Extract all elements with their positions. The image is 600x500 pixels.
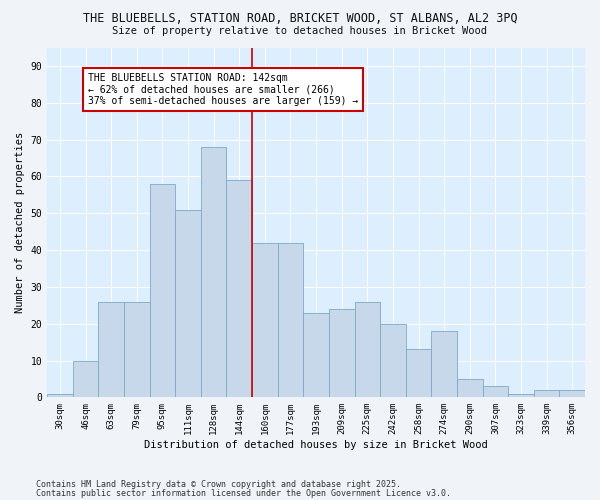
Bar — [252, 242, 278, 398]
Bar — [508, 394, 534, 398]
X-axis label: Distribution of detached houses by size in Bricket Wood: Distribution of detached houses by size … — [144, 440, 488, 450]
Bar — [201, 147, 226, 398]
Bar — [278, 242, 303, 398]
Bar — [175, 210, 201, 398]
Text: Contains HM Land Registry data © Crown copyright and database right 2025.: Contains HM Land Registry data © Crown c… — [36, 480, 401, 489]
Bar — [124, 302, 149, 398]
Bar — [380, 324, 406, 398]
Bar — [47, 394, 73, 398]
Bar — [431, 331, 457, 398]
Bar — [559, 390, 585, 398]
Bar — [534, 390, 559, 398]
Bar — [73, 360, 98, 398]
Bar — [482, 386, 508, 398]
Text: THE BLUEBELLS STATION ROAD: 142sqm
← 62% of detached houses are smaller (266)
37: THE BLUEBELLS STATION ROAD: 142sqm ← 62%… — [88, 74, 358, 106]
Text: Size of property relative to detached houses in Bricket Wood: Size of property relative to detached ho… — [113, 26, 487, 36]
Bar — [226, 180, 252, 398]
Bar — [149, 184, 175, 398]
Y-axis label: Number of detached properties: Number of detached properties — [15, 132, 25, 313]
Bar — [329, 309, 355, 398]
Bar — [355, 302, 380, 398]
Bar — [406, 350, 431, 398]
Bar — [303, 312, 329, 398]
Bar — [457, 379, 482, 398]
Bar — [98, 302, 124, 398]
Text: Contains public sector information licensed under the Open Government Licence v3: Contains public sector information licen… — [36, 489, 451, 498]
Text: THE BLUEBELLS, STATION ROAD, BRICKET WOOD, ST ALBANS, AL2 3PQ: THE BLUEBELLS, STATION ROAD, BRICKET WOO… — [83, 12, 517, 26]
